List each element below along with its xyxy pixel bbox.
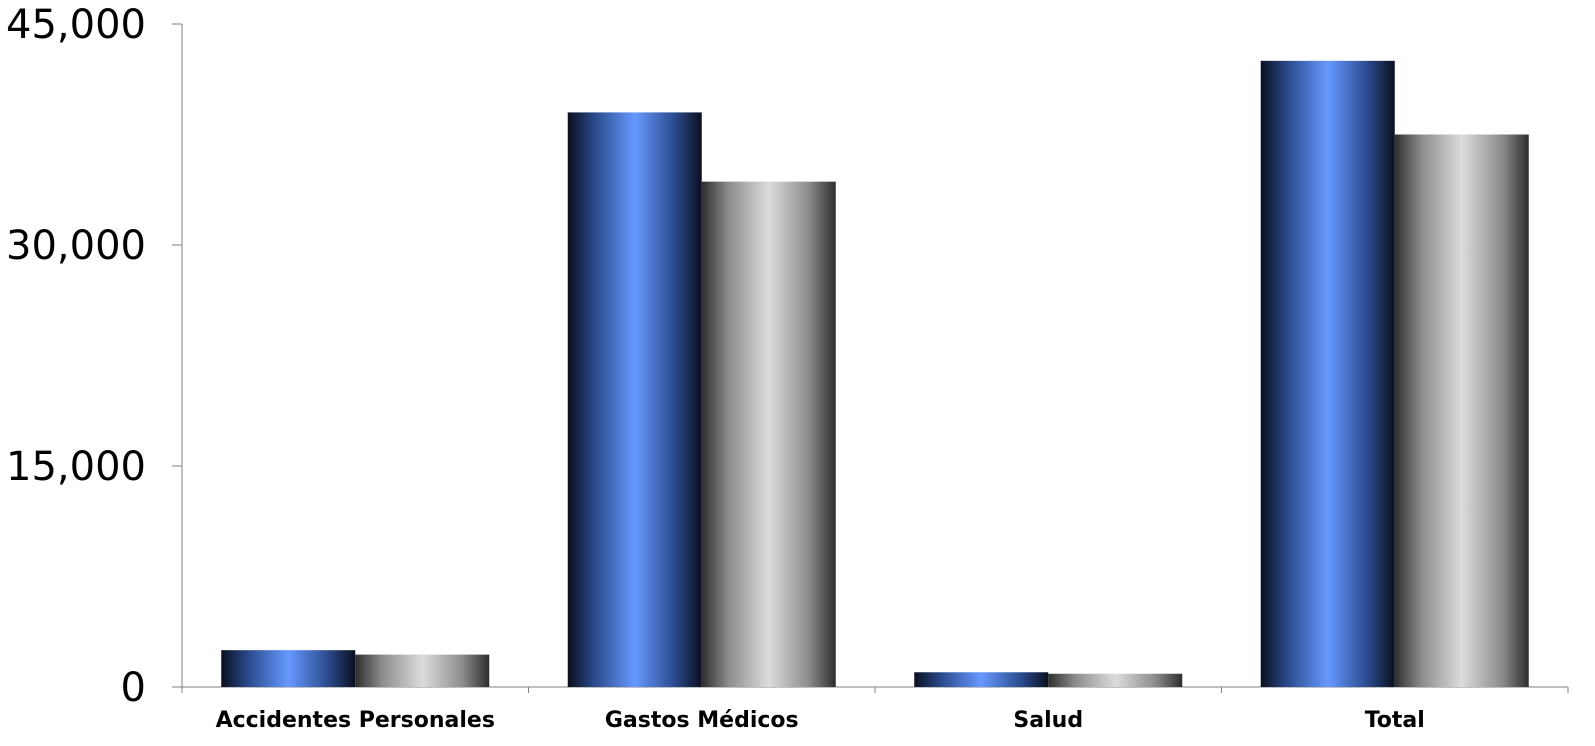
- bar-series-1-3: [1260, 60, 1395, 688]
- x-category-label: Total: [1365, 708, 1425, 733]
- bar-series-2-1: [701, 181, 836, 687]
- y-tick-label: 45,000: [6, 2, 146, 48]
- bar-series-2-3: [1394, 134, 1529, 687]
- x-category-label: Gastos Médicos: [605, 708, 799, 733]
- bar-series-1-0: [221, 650, 356, 687]
- bar-series-1-1: [567, 112, 702, 687]
- bar-series-2-0: [355, 654, 490, 687]
- bar-series-2-2: [1048, 673, 1183, 687]
- x-axis-categories: Accidentes Personales Gastos Médicos Salud…: [181, 687, 1569, 733]
- x-category-label: Salud: [1013, 708, 1083, 733]
- bars: [221, 60, 1529, 688]
- x-category-label: Accidentes Personales: [216, 708, 495, 733]
- y-tick-label: 15,000: [6, 444, 146, 490]
- y-axis-ticks: 0 15,000 30,000 45,000: [6, 2, 182, 711]
- y-tick-label: 0: [121, 665, 146, 711]
- bar-series-1-2: [914, 672, 1049, 687]
- y-tick-label: 30,000: [6, 223, 146, 269]
